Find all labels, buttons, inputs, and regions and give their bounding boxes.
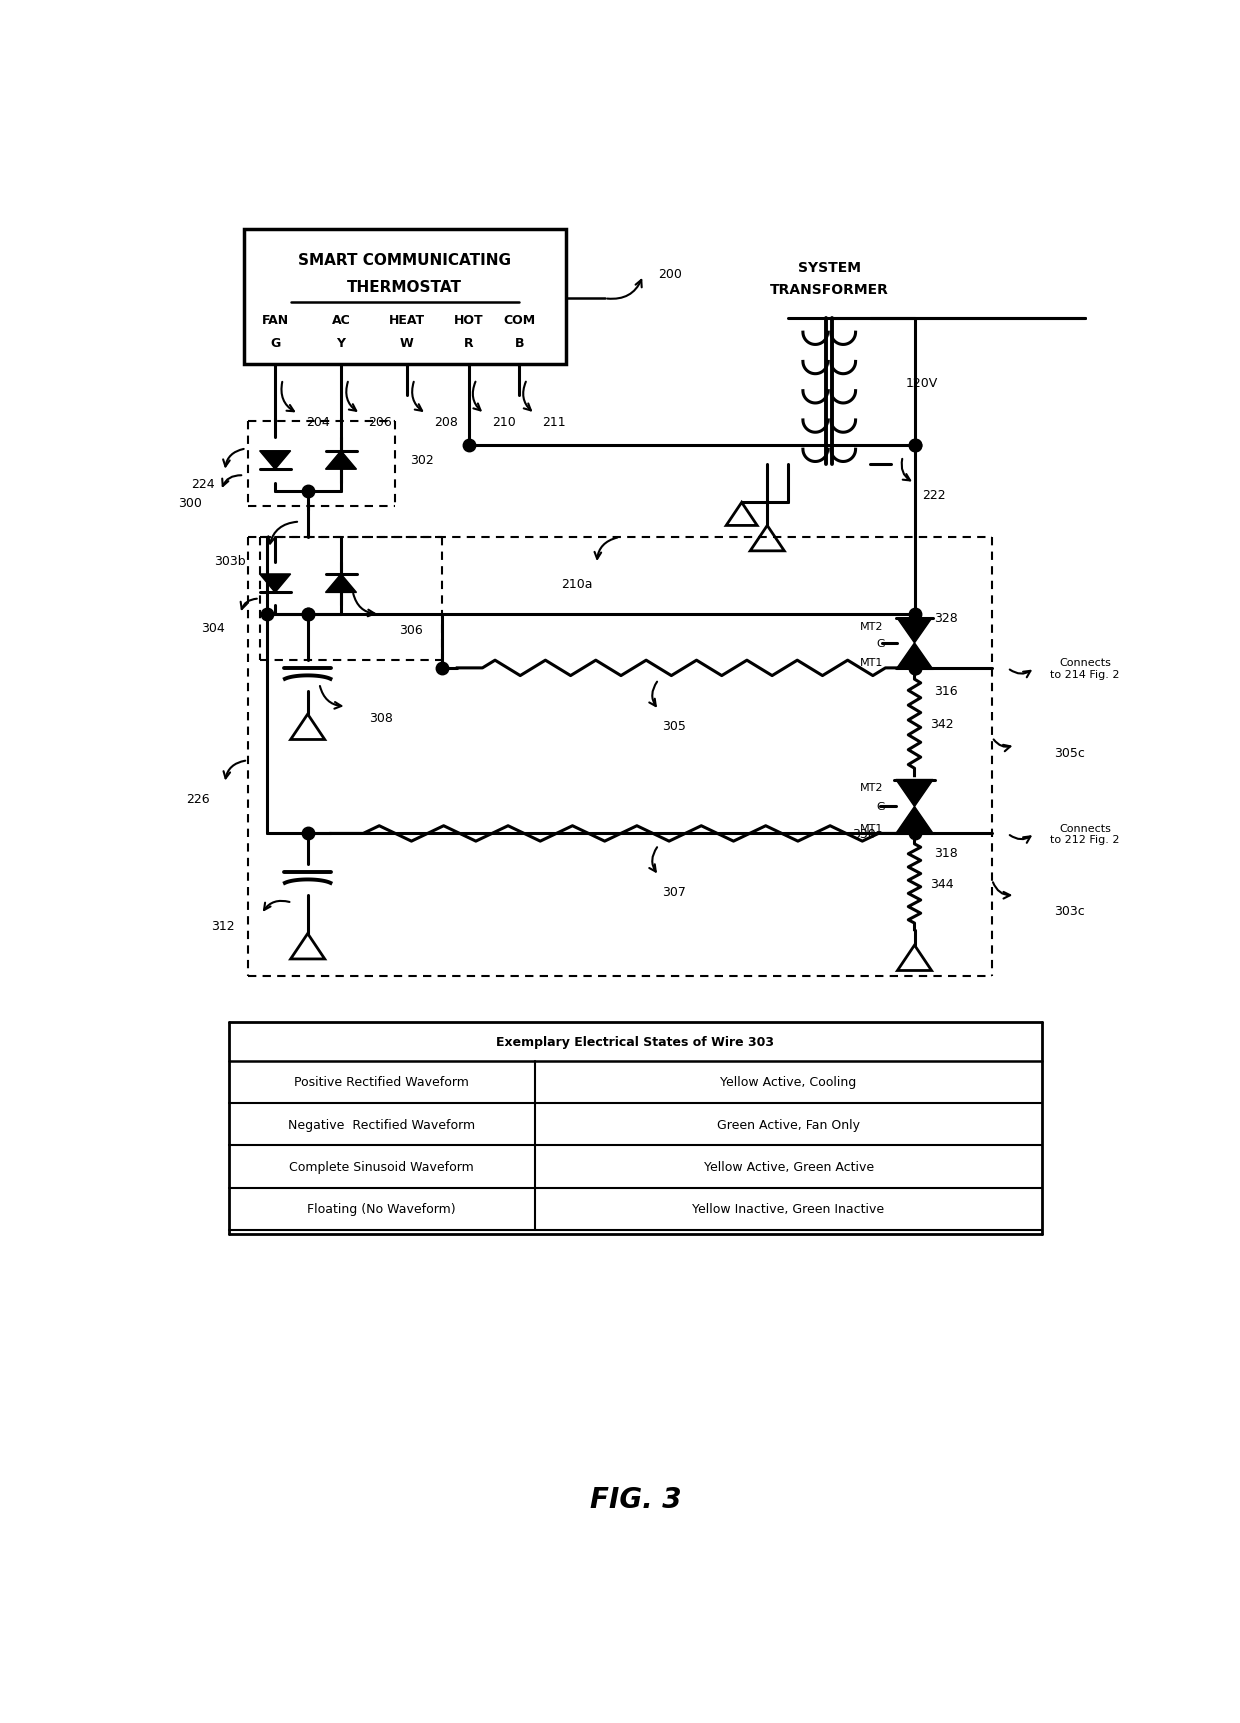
Polygon shape (895, 806, 934, 834)
Text: 328: 328 (934, 612, 957, 625)
Text: MT1: MT1 (861, 658, 883, 669)
Text: COM: COM (503, 314, 536, 327)
Text: 303c: 303c (1054, 905, 1085, 917)
Text: Floating (No Waveform): Floating (No Waveform) (308, 1203, 456, 1216)
Text: 304: 304 (201, 622, 224, 636)
Text: G: G (270, 338, 280, 350)
Text: 308: 308 (370, 712, 393, 725)
Polygon shape (895, 781, 934, 806)
Text: 210: 210 (492, 415, 516, 429)
Polygon shape (325, 574, 357, 593)
Text: TRANSFORMER: TRANSFORMER (770, 283, 889, 296)
Text: 120V: 120V (906, 377, 939, 389)
Text: Negative  Rectified Waveform: Negative Rectified Waveform (288, 1118, 475, 1130)
Polygon shape (325, 451, 357, 470)
Text: 305c: 305c (1054, 746, 1085, 760)
Text: Connects
to 212 Fig. 2: Connects to 212 Fig. 2 (1050, 824, 1120, 844)
Text: 211: 211 (542, 415, 565, 429)
Text: 300: 300 (177, 496, 202, 510)
Text: 224: 224 (191, 477, 215, 491)
Text: 204: 204 (306, 415, 330, 429)
Text: AC: AC (331, 314, 351, 327)
Text: FIG. 3: FIG. 3 (590, 1485, 681, 1513)
Text: 303b: 303b (215, 555, 246, 567)
Text: HEAT: HEAT (389, 314, 425, 327)
Text: MT1: MT1 (861, 824, 883, 834)
Text: 330: 330 (852, 827, 875, 841)
Text: HOT: HOT (454, 314, 484, 327)
Text: R: R (464, 338, 474, 350)
Text: 305: 305 (662, 720, 686, 732)
Text: SMART COMMUNICATING: SMART COMMUNICATING (298, 253, 511, 269)
Text: MT2: MT2 (861, 782, 883, 793)
Text: Yellow Inactive, Green Inactive: Yellow Inactive, Green Inactive (692, 1203, 884, 1216)
Text: Green Active, Fan Only: Green Active, Fan Only (717, 1118, 861, 1130)
Text: 200: 200 (658, 269, 682, 281)
Text: Y: Y (336, 338, 346, 350)
Polygon shape (897, 643, 932, 669)
Text: B: B (515, 338, 525, 350)
Text: 316: 316 (934, 686, 957, 698)
Text: W: W (401, 338, 414, 350)
Text: SYSTEM: SYSTEM (797, 262, 861, 276)
Text: MT2: MT2 (861, 622, 883, 631)
Polygon shape (259, 451, 290, 470)
Text: 208: 208 (434, 415, 458, 429)
Text: 312: 312 (211, 920, 234, 932)
Text: Exemplary Electrical States of Wire 303: Exemplary Electrical States of Wire 303 (496, 1036, 775, 1048)
Text: G: G (877, 639, 885, 648)
Text: 307: 307 (662, 886, 686, 898)
Text: 210a: 210a (562, 577, 593, 591)
Text: Positive Rectified Waveform: Positive Rectified Waveform (294, 1075, 469, 1089)
Text: 222: 222 (923, 489, 946, 501)
Text: 306: 306 (399, 624, 423, 636)
Text: 206: 206 (368, 415, 392, 429)
Text: 302: 302 (410, 455, 434, 467)
Text: Yellow Active, Cooling: Yellow Active, Cooling (720, 1075, 857, 1089)
Text: 318: 318 (934, 846, 957, 860)
Text: Connects
to 214 Fig. 2: Connects to 214 Fig. 2 (1050, 658, 1120, 679)
Text: Complete Sinusoid Waveform: Complete Sinusoid Waveform (289, 1160, 474, 1173)
Text: 344: 344 (930, 877, 954, 891)
Text: FAN: FAN (262, 314, 289, 327)
Polygon shape (259, 574, 290, 593)
Text: G: G (877, 801, 885, 812)
Text: THERMOSTAT: THERMOSTAT (347, 281, 463, 295)
Text: 226: 226 (186, 793, 210, 806)
Text: Yellow Active, Green Active: Yellow Active, Green Active (703, 1160, 874, 1173)
Text: 342: 342 (930, 718, 954, 731)
Polygon shape (897, 619, 932, 643)
